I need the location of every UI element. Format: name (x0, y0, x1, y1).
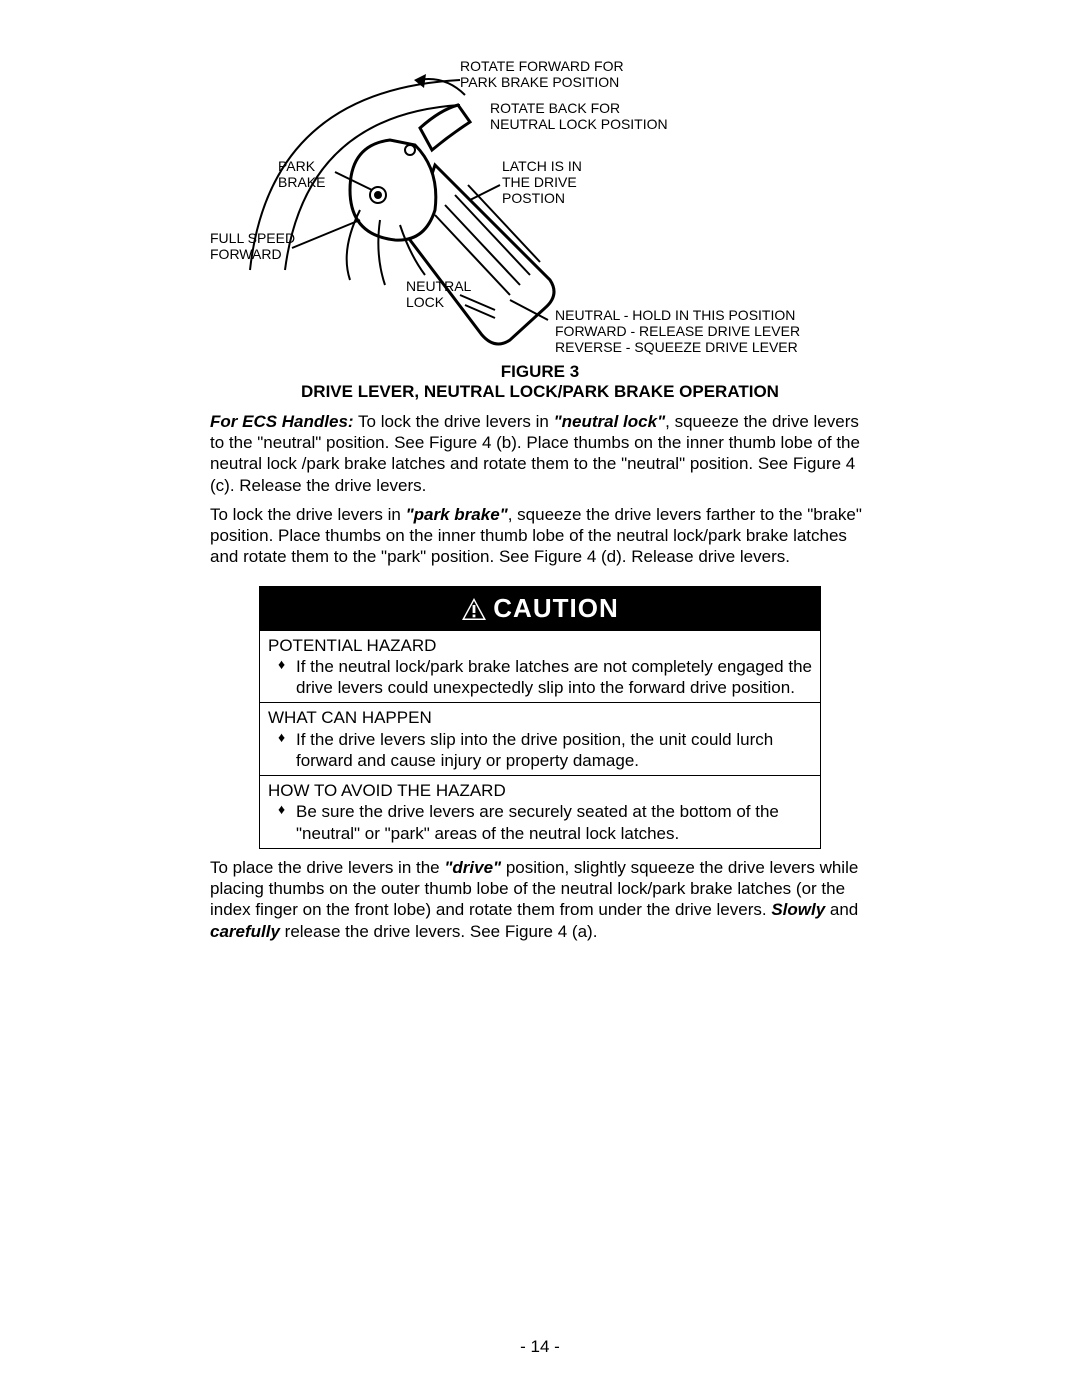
label-full-speed: FULL SPEED FORWARD (210, 230, 295, 262)
caution-section-2-bullet: Be sure the drive levers are securely se… (296, 801, 812, 844)
label-latch-drive: LATCH IS IN THE DRIVE POSTION (502, 158, 582, 206)
label-rotate-back: ROTATE BACK FOR NEUTRAL LOCK POSITION (490, 100, 668, 132)
p3-mid: and (825, 900, 858, 919)
p1-term: "neutral lock" (554, 412, 666, 431)
p3-term: "drive" (444, 858, 501, 877)
page-number: - 14 - (0, 1337, 1080, 1357)
warning-icon (461, 597, 487, 621)
paragraph-3: To place the drive levers in the "drive"… (210, 857, 870, 942)
paragraph-2: To lock the drive levers in "park brake"… (210, 504, 870, 568)
label-neutral-lock: NEUTRAL LOCK (406, 278, 471, 310)
paragraph-1: For ECS Handles: To lock the drive lever… (210, 411, 870, 496)
caution-section-0-bullet: If the neutral lock/park brake latches a… (296, 656, 812, 699)
p3-a: To place the drive levers in the (210, 858, 444, 877)
label-park-brake: PARK BRAKE (278, 158, 325, 190)
figure-title: DRIVE LEVER, NEUTRAL LOCK/PARK BRAKE OPE… (301, 382, 779, 401)
caution-section-0: POTENTIAL HAZARD If the neutral lock/par… (260, 630, 820, 703)
manual-page: ROTATE FORWARD FOR PARK BRAKE POSITION R… (0, 0, 1080, 1397)
figure-3-diagram: ROTATE FORWARD FOR PARK BRAKE POSITION R… (210, 50, 870, 360)
caution-section-2: HOW TO AVOID THE HAZARD Be sure the driv… (260, 775, 820, 848)
caution-section-1-header: WHAT CAN HAPPEN (268, 707, 812, 728)
figure-caption: FIGURE 3 DRIVE LEVER, NEUTRAL LOCK/PARK … (210, 362, 870, 403)
caution-section-2-header: HOW TO AVOID THE HAZARD (268, 780, 812, 801)
p3-c: release the drive levers. See Figure 4 (… (280, 922, 597, 941)
caution-section-0-header: POTENTIAL HAZARD (268, 635, 812, 656)
p1-lead: For ECS Handles: (210, 412, 354, 431)
label-neutral-hold: NEUTRAL - HOLD IN THIS POSITION FORWARD … (555, 307, 800, 355)
label-rotate-forward: ROTATE FORWARD FOR PARK BRAKE POSITION (460, 58, 624, 90)
caution-box: CAUTION POTENTIAL HAZARD If the neutral … (259, 586, 821, 849)
p3-carefully: carefully (210, 922, 280, 941)
p2-term: "park brake" (406, 505, 508, 524)
caution-header: CAUTION (260, 587, 820, 630)
p3-slowly: Slowly (771, 900, 825, 919)
figure-number: FIGURE 3 (501, 362, 579, 381)
p1-a: To lock the drive levers in (354, 412, 554, 431)
caution-section-1: WHAT CAN HAPPEN If the drive levers slip… (260, 702, 820, 775)
caution-section-1-bullet: If the drive levers slip into the drive … (296, 729, 812, 772)
caution-title: CAUTION (493, 593, 618, 623)
p2-a: To lock the drive levers in (210, 505, 406, 524)
